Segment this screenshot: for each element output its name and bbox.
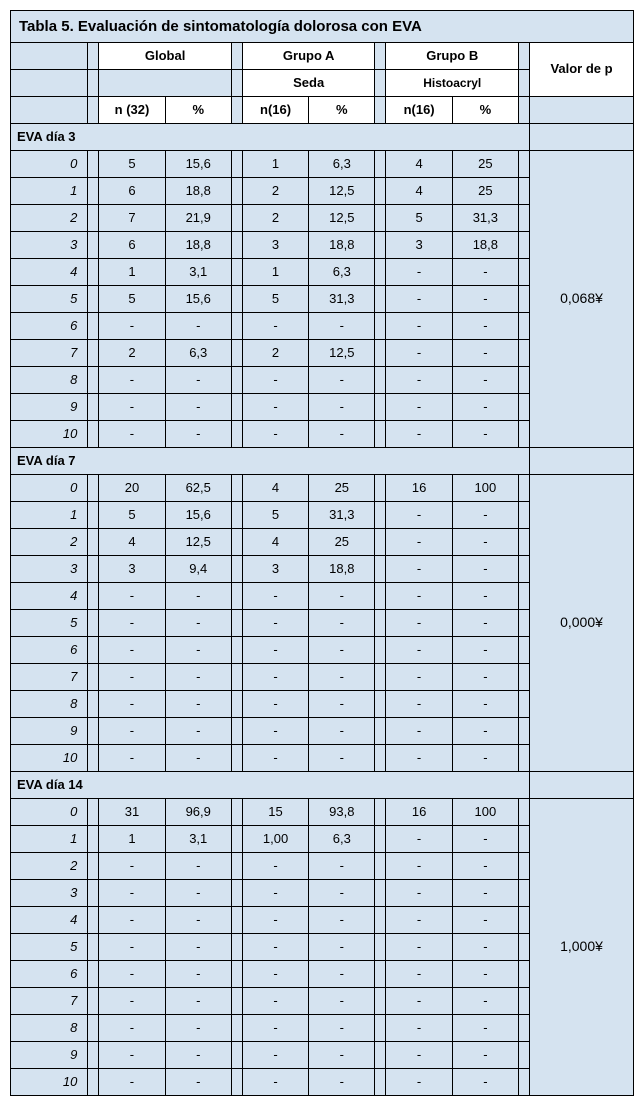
eva-table-container: Tabla 5. Evaluación de sintomatología do… [10, 10, 634, 1096]
col-valor-p: Valor de p [530, 43, 634, 97]
p-value: 0,000¥ [530, 475, 634, 772]
data-row: 03196,91593,8161001,000¥ [11, 799, 634, 826]
section-header: EVA día 7 [11, 448, 530, 475]
col-histoacryl: Histoacryl [386, 70, 519, 97]
col-seda: Seda [242, 70, 375, 97]
eva-table: Tabla 5. Evaluación de sintomatología do… [10, 10, 634, 1096]
col-grupo-a: Grupo A [242, 43, 375, 70]
data-row: 0515,616,34250,068¥ [11, 151, 634, 178]
section-header: EVA día 3 [11, 124, 530, 151]
section-header: EVA día 14 [11, 772, 530, 799]
table-body: Tabla 5. Evaluación de sintomatología do… [11, 11, 634, 1096]
p-value: 1,000¥ [530, 799, 634, 1096]
table-title: Tabla 5. Evaluación de sintomatología do… [11, 11, 634, 43]
data-row: 02062,5425161000,000¥ [11, 475, 634, 502]
col-global: Global [99, 43, 232, 70]
p-value: 0,068¥ [530, 151, 634, 448]
col-grupo-b: Grupo B [386, 43, 519, 70]
